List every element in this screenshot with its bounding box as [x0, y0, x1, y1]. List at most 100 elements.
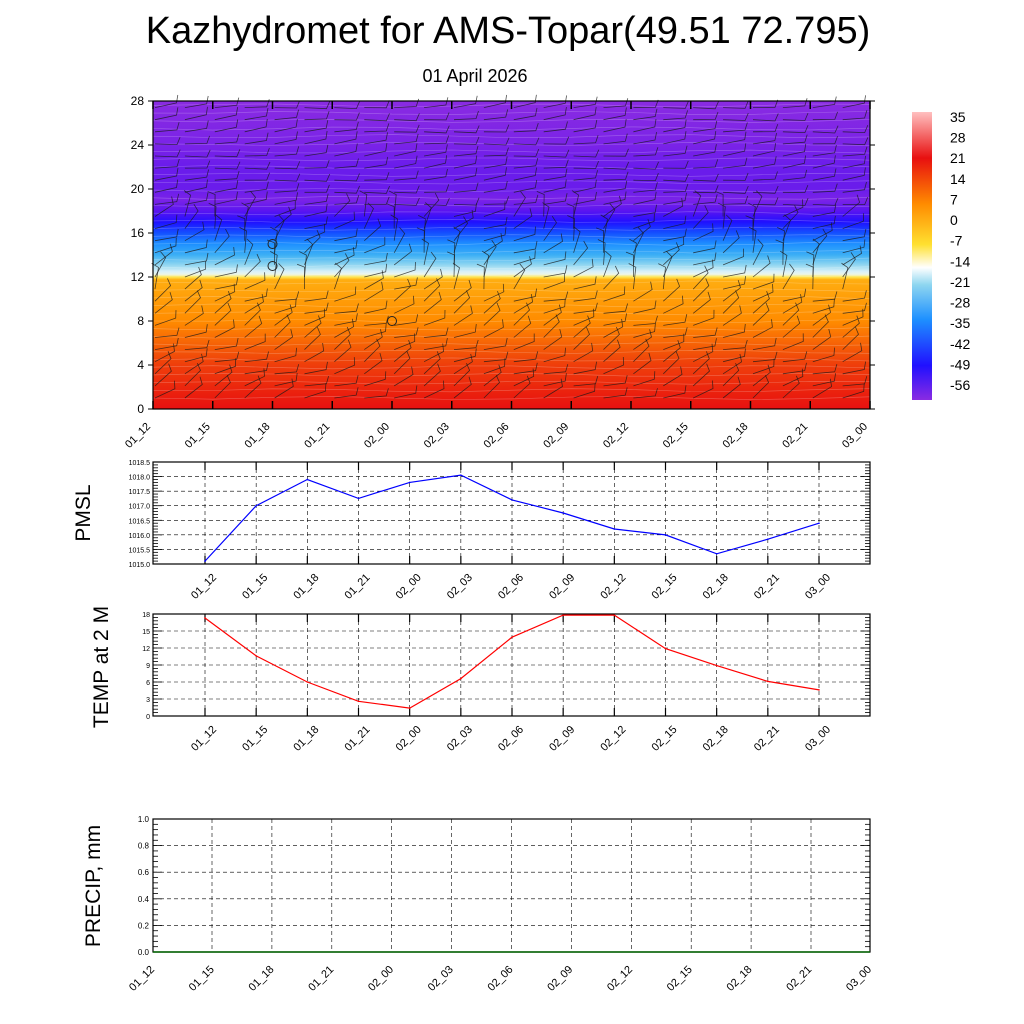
wind-barb: [424, 168, 448, 181]
contour-line: [152, 188, 871, 193]
wind-barb: [184, 221, 205, 242]
wind-barb: [334, 173, 360, 182]
wind-barb: [304, 216, 328, 229]
wind-barb: [693, 309, 715, 326]
data-point: [562, 614, 564, 616]
wind-barb: [663, 295, 684, 314]
wind-barb: [393, 339, 412, 363]
x-tick-label: 02_03: [422, 421, 452, 451]
wind-barb: [483, 94, 507, 108]
x-tick-label: 02_03: [445, 724, 475, 754]
contour-line: [152, 349, 871, 354]
wind-barb: [394, 124, 420, 133]
wind-barb: [244, 288, 268, 302]
wind-barb: [663, 145, 688, 157]
wind-barb: [693, 223, 714, 242]
wind-barb: [184, 353, 204, 375]
contour-line: [152, 288, 871, 292]
data-point: [664, 534, 667, 536]
wind-barb: [692, 205, 709, 229]
wind-barb: [629, 238, 637, 265]
wind-barb: [483, 364, 502, 387]
x-tick-label: 02_18: [701, 572, 731, 602]
x-tick-label: 01_12: [189, 572, 219, 602]
wind-barb: [483, 375, 500, 399]
wind-barb: [364, 196, 390, 205]
wind-barb: [543, 168, 568, 181]
wind-barb: [424, 97, 449, 108]
wind-barb: [304, 144, 329, 157]
x-tick-label: 01_12: [123, 421, 153, 451]
y-tick-label: 28: [131, 94, 145, 108]
x-tick-label: 02_18: [725, 964, 755, 994]
wind-barb: [214, 180, 239, 193]
y-tick-label: 18: [142, 612, 150, 619]
data-point: [767, 538, 769, 541]
wind-barb: [154, 196, 174, 217]
panel-frame: [152, 461, 871, 565]
wind-barb: [394, 155, 418, 169]
wind-barb: [274, 183, 300, 193]
data-point: [511, 636, 513, 639]
x-tick-label: 02_06: [482, 421, 512, 451]
wind-barb: [693, 259, 714, 278]
wind-barb: [782, 169, 808, 181]
data-point: [613, 528, 616, 530]
wind-barb: [334, 313, 358, 326]
wind-barb: [782, 199, 804, 217]
wind-barb: [483, 147, 509, 157]
wind-barb: [424, 327, 449, 338]
wind-barb: [723, 143, 747, 157]
contour-line: [152, 303, 871, 308]
wind-barb: [842, 137, 869, 146]
x-tick-label: 02_00: [362, 421, 392, 451]
data-point: [306, 478, 309, 481]
wind-barb: [244, 172, 270, 181]
wind-barb: [214, 290, 232, 314]
wind-barb: [543, 136, 570, 145]
wind-barb: [304, 203, 328, 217]
wind-barb: [483, 137, 510, 146]
wind-barb: [543, 149, 570, 158]
wind-barb: [304, 159, 330, 169]
wind-barb: [633, 281, 653, 302]
wind-barb: [812, 238, 820, 266]
wind-barb: [274, 200, 296, 217]
wind-barb: [299, 251, 307, 278]
wind-barb: [453, 155, 478, 169]
y-tick-label: 1018.5: [129, 460, 151, 467]
wind-barb: [214, 351, 240, 363]
wind-barb: [214, 134, 240, 145]
wind-barb: [573, 302, 598, 314]
contour-line: [152, 257, 871, 262]
data-point: [204, 560, 206, 562]
wind-barb: [566, 203, 575, 229]
wind-barb: [543, 193, 568, 205]
colorbar-label: 7: [950, 191, 958, 207]
wind-barb: [334, 193, 351, 217]
wind-barb: [394, 295, 415, 314]
wind-barb: [244, 315, 263, 338]
wind-barb: [722, 376, 741, 399]
wind-barb: [752, 113, 779, 122]
wind-barb: [782, 112, 809, 121]
wind-barb: [244, 333, 266, 350]
x-tick-label: 01_12: [189, 724, 219, 754]
data-point: [357, 700, 360, 703]
wind-barb: [633, 182, 658, 193]
y-tick-label: 8: [137, 314, 144, 328]
wind-barb: [424, 125, 450, 134]
wind-barb: [543, 265, 568, 278]
wind-barb: [663, 100, 689, 109]
wind-barb: [184, 192, 209, 205]
wind-barb: [603, 375, 628, 387]
wind-barb: [453, 136, 480, 145]
wind-barb: [693, 120, 718, 133]
wind-barb: [154, 158, 180, 169]
wind-barb: [782, 375, 800, 399]
data-point: [664, 647, 667, 650]
wind-barb: [633, 352, 652, 375]
wind-barb: [334, 228, 358, 242]
wind-barb: [722, 230, 740, 254]
wind-barb: [812, 304, 832, 326]
